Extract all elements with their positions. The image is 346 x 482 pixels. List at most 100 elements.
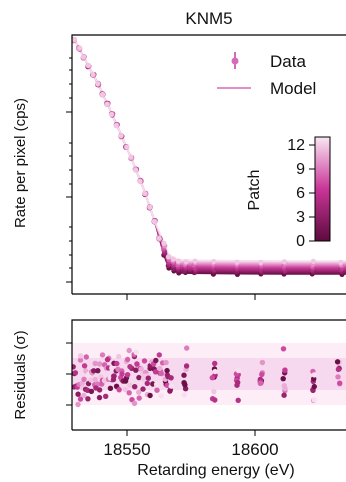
residual-point [280,346,287,352]
residual-point [91,368,97,374]
data-point [166,253,172,260]
model-line-patch-12 [73,39,346,263]
residual-point [259,371,265,378]
residual-point [212,368,218,375]
model-line-patch-11 [73,39,346,264]
residual-point [184,345,190,351]
residual-point [103,393,109,399]
chart-title: KNM5 [185,9,232,28]
data-point [192,258,198,264]
colorbar-tick-label: 9 [296,161,305,178]
residual-point [164,382,170,389]
residual-point [280,376,286,382]
residual-point [81,363,88,369]
residual-point [138,366,144,372]
residual-point [152,369,159,375]
residual-point [182,382,188,388]
residual-plot-area: 18550 18600 Retarding energy (eV) Residu… [12,319,346,479]
residual-point [109,365,115,371]
residual-point [72,370,79,376]
data-point [258,259,264,265]
data-point [211,258,217,265]
residual-point [144,380,150,387]
residual-point [168,375,174,381]
residual-point [116,386,122,393]
data-point [156,235,162,241]
data-point [77,45,83,51]
colorbar-tick-label: 3 [296,209,305,226]
residual-point [111,373,117,379]
residual-point [235,367,242,374]
residual-point [281,392,287,398]
residual-point [167,388,173,394]
data-point [124,144,130,150]
top-x-ticks [126,294,256,300]
data-point [85,62,92,68]
data-point [108,111,115,117]
residual-point [126,347,132,354]
residual-point [126,390,132,396]
data-point [170,256,176,262]
model-line-patch-3 [73,39,346,272]
data-point [128,154,134,160]
residual-point [92,360,98,367]
residual-point [311,397,317,403]
residual-point [257,380,264,386]
residual-point [281,383,287,389]
residual-point [127,382,133,388]
residual-point [141,358,148,364]
model-line-patch-5 [73,39,346,270]
data-point [137,178,143,184]
residual-point [75,391,81,397]
data-point [310,258,316,264]
top-plot-area: Rate per pixel (cps) Data Model 0 3 6 9 12 P… [12,34,346,300]
model-line-patch-13 [73,39,346,262]
residual-point [157,365,163,372]
residual-point [133,367,139,373]
residual-point [97,361,103,367]
model-line-patch-1 [73,39,346,274]
residual-point [122,386,128,393]
residual-axes-frame [71,319,346,431]
residual-point [136,389,142,395]
data-point [147,204,153,210]
colorbar: 0 3 6 9 12 Patch [246,136,331,250]
x-tick-label-18550: 18550 [103,440,150,459]
data-point [175,258,181,264]
residual-point [72,364,76,370]
top-y-ticks [66,57,72,283]
residual-point [99,352,106,358]
residual-point [235,397,241,403]
residual-point [92,376,99,383]
x-axis-label: Retarding energy (eV) [137,462,294,479]
residual-point [136,374,142,381]
residual-point [311,383,317,390]
legend-label-model: Model [270,79,316,98]
colorbar-tick-label: 12 [287,137,305,154]
data-point [142,190,148,196]
residual-point [259,359,266,366]
residual-point [181,372,187,378]
top-y-axis-label: Rate per pixel (cps) [12,98,29,228]
residual-point [77,357,84,363]
residual-point [158,370,164,377]
model-line-patch-0 [73,39,346,275]
colorbar-tick-label: 6 [296,185,305,202]
residual-point [77,353,84,359]
data-point [281,259,287,265]
data-point [81,54,87,60]
residual-point [140,386,146,392]
colorbar-gradient [314,136,331,242]
top-axes-frame [71,34,346,295]
legend-label-data: Data [270,52,306,71]
residual-point [212,397,218,403]
data-point [95,81,101,87]
residual-point [335,374,341,380]
data-point [100,91,106,98]
residual-point [114,360,120,367]
x-tick-label-18600: 18600 [231,440,278,459]
model-line-patch-9 [73,39,346,266]
residual-point [119,371,125,377]
residual-point [96,387,103,393]
